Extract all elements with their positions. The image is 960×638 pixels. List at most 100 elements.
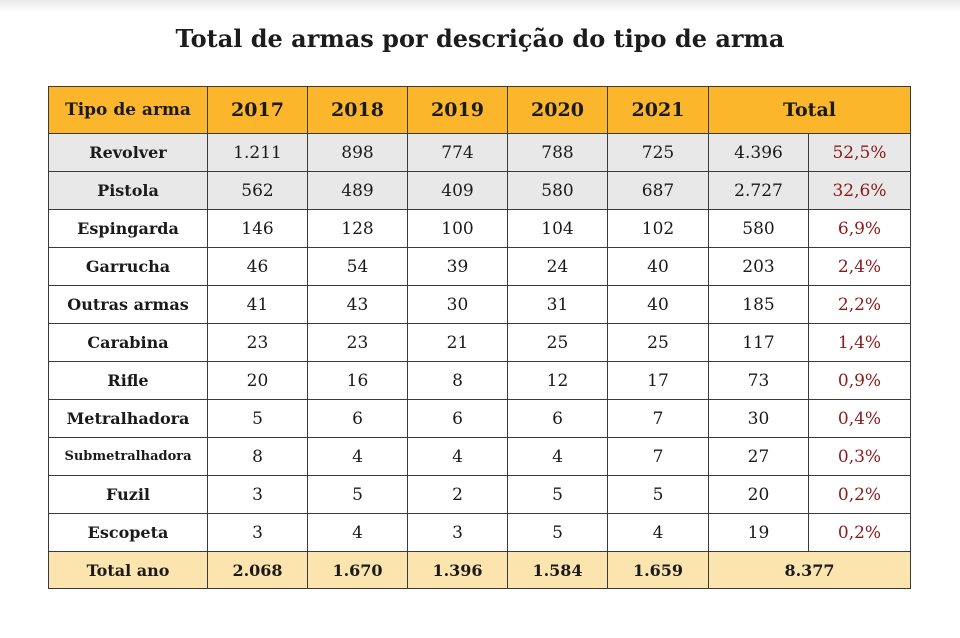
- row-total: 4.396: [708, 133, 809, 172]
- row-value: 6: [507, 399, 608, 438]
- footer-row: Total ano 2.068 1.670 1.396 1.584 1.659 …: [48, 551, 911, 589]
- row-value: 12: [507, 361, 608, 400]
- row-percent: 0,9%: [808, 361, 911, 400]
- top-band: [0, 0, 960, 12]
- row-percent: 0,4%: [808, 399, 911, 438]
- row-value: 725: [607, 133, 709, 172]
- table-row: Carabina 23 23 21 25 25 117 1,4%: [48, 323, 911, 362]
- row-value: 21: [407, 323, 508, 362]
- row-total: 20: [708, 475, 809, 514]
- row-total: 185: [708, 285, 809, 324]
- row-label: Metralhadora: [48, 399, 208, 438]
- row-value: 40: [607, 285, 709, 324]
- row-value: 4: [307, 513, 408, 552]
- row-value: 7: [607, 399, 709, 438]
- row-total: 117: [708, 323, 809, 362]
- row-value: 43: [307, 285, 408, 324]
- header-2017: 2017: [207, 86, 308, 134]
- row-value: 4: [307, 437, 408, 476]
- table-row: Metralhadora 5 6 6 6 7 30 0,4%: [48, 399, 911, 438]
- row-value: 17: [607, 361, 709, 400]
- row-value: 23: [307, 323, 408, 362]
- row-value: 2: [407, 475, 508, 514]
- row-value: 4: [507, 437, 608, 476]
- row-value: 24: [507, 247, 608, 286]
- row-percent: 0,2%: [808, 475, 911, 514]
- row-value: 23: [207, 323, 308, 362]
- row-value: 562: [207, 171, 308, 210]
- row-total: 73: [708, 361, 809, 400]
- row-value: 774: [407, 133, 508, 172]
- row-value: 409: [407, 171, 508, 210]
- row-value: 3: [407, 513, 508, 552]
- row-value: 5: [307, 475, 408, 514]
- row-percent: 6,9%: [808, 209, 911, 248]
- row-value: 7: [607, 437, 709, 476]
- footer-value: 1.670: [307, 551, 408, 589]
- row-value: 580: [507, 171, 608, 210]
- row-value: 4: [607, 513, 709, 552]
- row-total: 580: [708, 209, 809, 248]
- row-label: Outras armas: [48, 285, 208, 324]
- row-value: 3: [207, 475, 308, 514]
- table-row: Pistola 562 489 409 580 687 2.727 32,6%: [48, 171, 911, 210]
- row-value: 25: [507, 323, 608, 362]
- header-2020: 2020: [507, 86, 608, 134]
- row-percent: 0,3%: [808, 437, 911, 476]
- row-value: 4: [407, 437, 508, 476]
- row-percent: 0,2%: [808, 513, 911, 552]
- row-label: Fuzil: [48, 475, 208, 514]
- row-value: 16: [307, 361, 408, 400]
- row-value: 5: [507, 513, 608, 552]
- row-value: 40: [607, 247, 709, 286]
- row-label: Pistola: [48, 171, 208, 210]
- row-value: 687: [607, 171, 709, 210]
- row-value: 128: [307, 209, 408, 248]
- header-row: Tipo de arma 2017 2018 2019 2020 2021 To…: [48, 86, 911, 134]
- row-value: 104: [507, 209, 608, 248]
- row-value: 3: [207, 513, 308, 552]
- footer-value: 1.584: [507, 551, 608, 589]
- header-2019: 2019: [407, 86, 508, 134]
- row-label: Carabina: [48, 323, 208, 362]
- row-value: 100: [407, 209, 508, 248]
- header-2021: 2021: [607, 86, 709, 134]
- row-value: 41: [207, 285, 308, 324]
- row-percent: 2,2%: [808, 285, 911, 324]
- row-value: 6: [407, 399, 508, 438]
- row-percent: 52,5%: [808, 133, 911, 172]
- row-value: 30: [407, 285, 508, 324]
- table-row: Revolver 1.211 898 774 788 725 4.396 52,5%: [48, 133, 911, 172]
- row-value: 5: [207, 399, 308, 438]
- row-value: 8: [407, 361, 508, 400]
- table-row: Outras armas 41 43 30 31 40 185 2,2%: [48, 285, 911, 324]
- table-row: Garrucha 46 54 39 24 40 203 2,4%: [48, 247, 911, 286]
- weapons-table: Tipo de arma 2017 2018 2019 2020 2021 To…: [48, 86, 911, 589]
- row-label: Espingarda: [48, 209, 208, 248]
- row-value: 39: [407, 247, 508, 286]
- row-label: Garrucha: [48, 247, 208, 286]
- table-row: Fuzil 3 5 2 5 5 20 0,2%: [48, 475, 911, 514]
- row-label: Submetralhadora: [48, 437, 208, 476]
- row-value: 20: [207, 361, 308, 400]
- row-value: 489: [307, 171, 408, 210]
- footer-value: 1.659: [607, 551, 709, 589]
- row-value: 5: [607, 475, 709, 514]
- row-value: 788: [507, 133, 608, 172]
- row-total: 27: [708, 437, 809, 476]
- row-value: 8: [207, 437, 308, 476]
- footer-label: Total ano: [48, 551, 208, 589]
- row-value: 1.211: [207, 133, 308, 172]
- row-value: 5: [507, 475, 608, 514]
- row-total: 30: [708, 399, 809, 438]
- row-value: 898: [307, 133, 408, 172]
- table-row: Espingarda 146 128 100 104 102 580 6,9%: [48, 209, 911, 248]
- row-value: 6: [307, 399, 408, 438]
- row-total: 19: [708, 513, 809, 552]
- footer-value: 2.068: [207, 551, 308, 589]
- row-total: 2.727: [708, 171, 809, 210]
- row-total: 203: [708, 247, 809, 286]
- header-tipo: Tipo de arma: [48, 86, 208, 134]
- row-label: Rifle: [48, 361, 208, 400]
- footer-total: 8.377: [708, 551, 911, 589]
